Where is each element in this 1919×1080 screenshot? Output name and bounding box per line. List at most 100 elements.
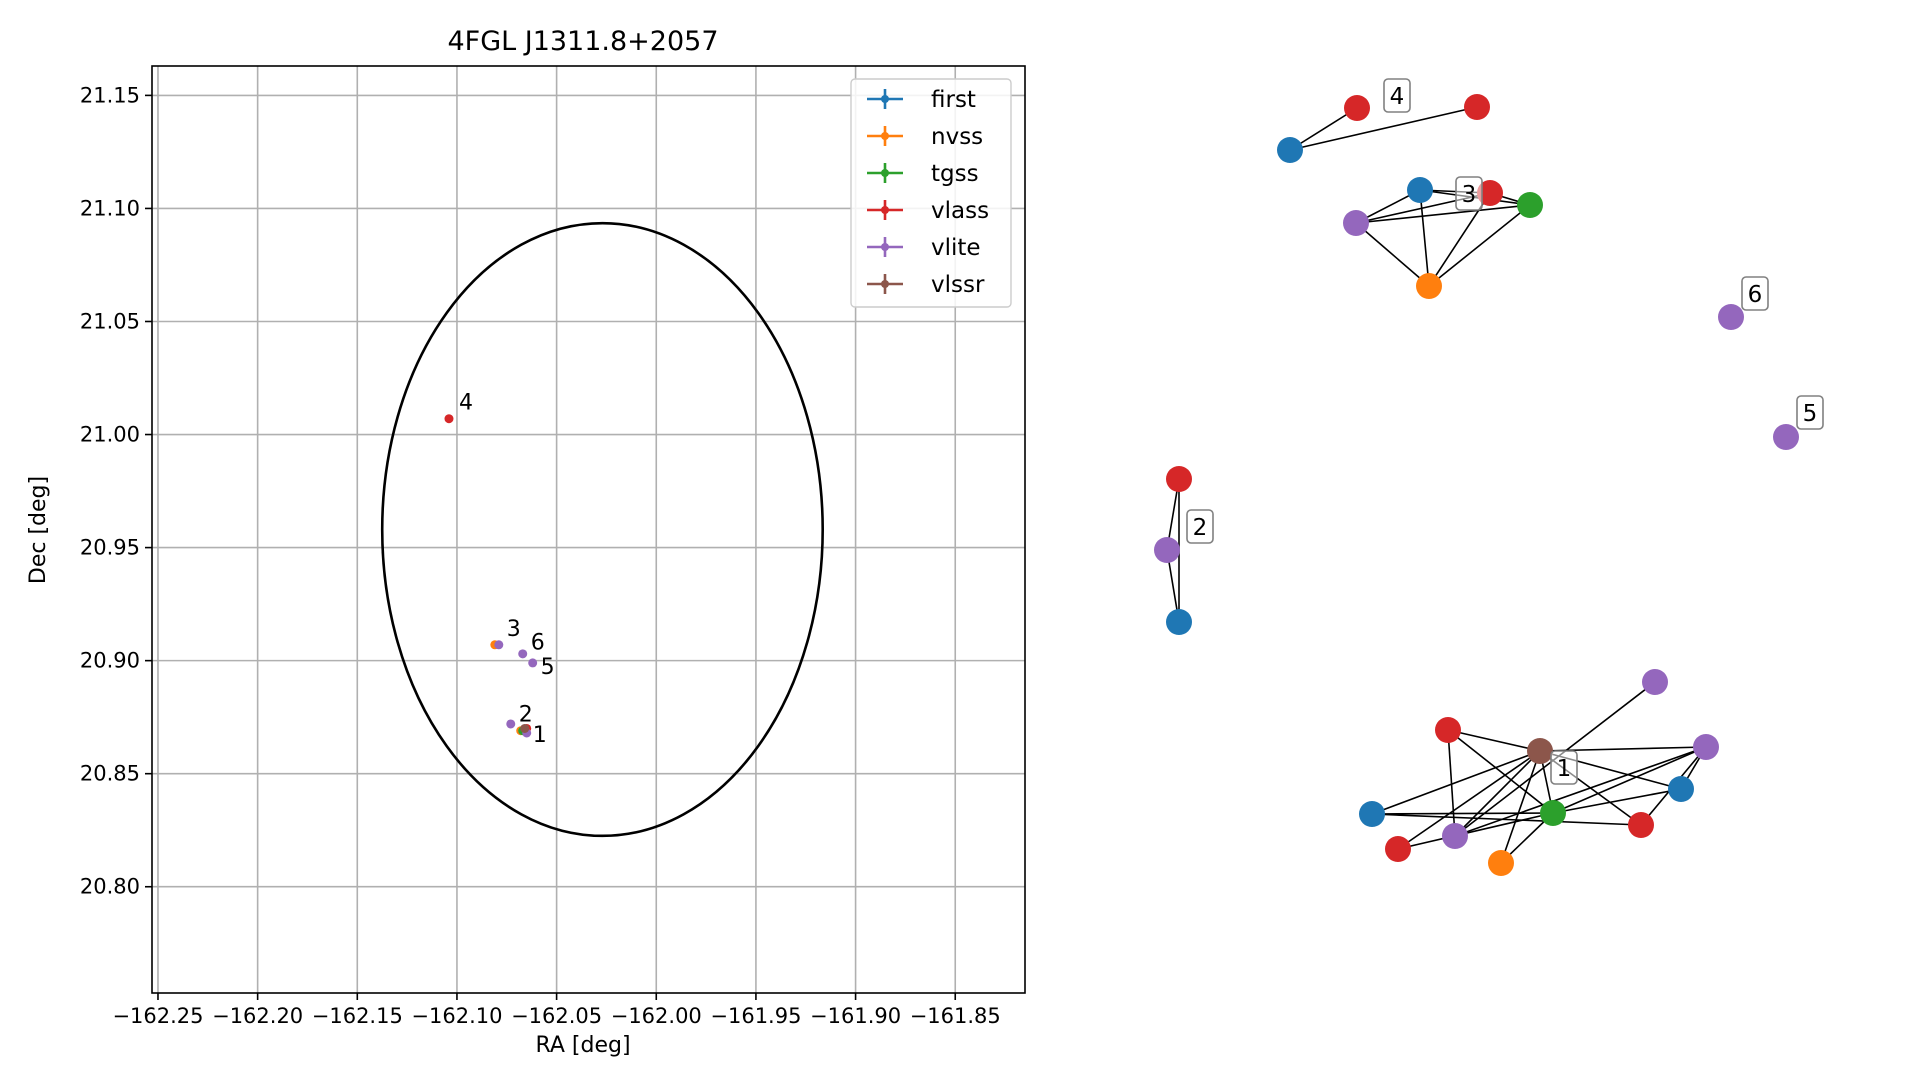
- x-tick-label: −162.00: [611, 1004, 702, 1028]
- point-vlssr: [520, 723, 530, 733]
- label-box: [1796, 395, 1824, 430]
- network-edge: [1419, 189, 1430, 287]
- network-node-c5_purple: [1773, 424, 1799, 450]
- network-node-c1_blue_r: [1668, 776, 1694, 802]
- network-edge: [1397, 812, 1554, 850]
- label-text: 2: [1193, 515, 1208, 541]
- network-node-c1_red_a: [1435, 717, 1461, 743]
- network-node-c3_purple: [1343, 210, 1369, 236]
- legend-item-vlite: vlite: [867, 235, 981, 261]
- network-edge: [1371, 812, 1554, 815]
- legend-item-tgss: tgss: [867, 161, 979, 187]
- label-box: [1186, 509, 1214, 544]
- point-vlite: [528, 658, 538, 668]
- network-edge: [1447, 729, 1541, 752]
- label-text: 6: [1748, 282, 1763, 308]
- network-edge: [1289, 106, 1478, 151]
- localization-ellipse: [380, 221, 824, 838]
- network-cluster-label: 6: [1741, 276, 1769, 311]
- legend-dot-tgss: [881, 169, 889, 177]
- source-label: 2: [519, 703, 533, 728]
- legend-dot-nvss: [881, 132, 889, 140]
- y-tick-label: 21.10: [80, 196, 140, 220]
- legend-label-first: first: [931, 87, 976, 113]
- network-cluster-label: 4: [1383, 78, 1411, 113]
- localization-ellipse-layer: [380, 221, 824, 838]
- network-node-c2_blue: [1166, 609, 1192, 635]
- label-box: [1550, 750, 1578, 785]
- network-node-c4_red1: [1344, 95, 1370, 121]
- x-tick-label: −162.25: [112, 1004, 203, 1028]
- legend-label-vlass: vlass: [931, 198, 989, 224]
- legend-dot-vlass: [881, 206, 889, 214]
- network-node-c2_red: [1166, 466, 1192, 492]
- legend-label-tgss: tgss: [931, 161, 979, 187]
- legend-label-nvss: nvss: [931, 124, 983, 150]
- network-node-c4_blue: [1277, 137, 1303, 163]
- network-edge: [1447, 729, 1456, 837]
- axes-frame: [151, 65, 1026, 994]
- source-label: 3: [507, 617, 521, 642]
- network-edge: [1397, 750, 1541, 850]
- network-node-c3_green: [1517, 192, 1543, 218]
- label-text: 3: [1462, 182, 1477, 208]
- network-edge: [1552, 788, 1682, 814]
- x-tick-label: −162.20: [212, 1004, 303, 1028]
- network-edge: [1447, 729, 1554, 814]
- network-cluster-label: 2: [1186, 509, 1214, 544]
- network-node-c1_purple_r: [1693, 734, 1719, 760]
- network-node-c1_purple_top: [1642, 669, 1668, 695]
- y-tick-label: 21.00: [80, 423, 140, 447]
- legend-dot-first: [881, 95, 889, 103]
- y-tick-label: 20.90: [80, 649, 140, 673]
- point-vlass: [444, 414, 454, 424]
- network-nodes: [1154, 94, 1799, 876]
- crossmatch-network-graph: 4 3 6 5 2 1: [1154, 78, 1824, 876]
- legend-dot-vlssr: [881, 280, 889, 288]
- network-node-c3_orange: [1416, 273, 1442, 299]
- y-tick-label: 20.95: [80, 536, 140, 560]
- network-node-c3_blue: [1407, 177, 1433, 203]
- network-node-c2_purple: [1154, 537, 1180, 563]
- network-node-c6_purple: [1718, 304, 1744, 330]
- y-axis-ticks: 20.80 20.85 20.90 20.95 21.00 21.05 21.10 21.15: [80, 83, 152, 899]
- legend-label-vlssr: vlssr: [931, 272, 985, 298]
- network-edge: [1500, 750, 1541, 864]
- source-points: [444, 414, 538, 738]
- label-box: [1741, 276, 1769, 311]
- network-cluster-label: 5: [1796, 395, 1824, 430]
- network-edge: [1371, 750, 1541, 815]
- label-text: 4: [1390, 84, 1405, 110]
- network-node-c1_red_b: [1385, 836, 1411, 862]
- label-box: [1455, 176, 1483, 211]
- y-axis-label: Dec [deg]: [26, 476, 51, 584]
- x-tick-label: −162.15: [312, 1004, 403, 1028]
- source-label: 5: [541, 655, 555, 680]
- x-axis-label: RA [deg]: [535, 1033, 630, 1058]
- y-tick-label: 20.85: [80, 762, 140, 786]
- legend-item-vlssr: vlssr: [867, 272, 985, 298]
- x-tick-label: −161.85: [910, 1004, 1001, 1028]
- label-text: 1: [1557, 756, 1572, 782]
- legend-item-vlass: vlass: [867, 198, 989, 224]
- legend: first nvss tgss vlass vlite vlssr: [850, 78, 1012, 308]
- network-node-c1_blue_l: [1359, 801, 1385, 827]
- y-tick-label: 21.15: [80, 83, 140, 107]
- network-node-c1_green: [1540, 800, 1566, 826]
- network-node-c1_orange: [1488, 850, 1514, 876]
- x-tick-label: −162.10: [411, 1004, 502, 1028]
- point-vlite: [506, 719, 516, 729]
- y-tick-label: 21.05: [80, 309, 140, 333]
- network-edge: [1289, 107, 1358, 151]
- source-label: 6: [531, 630, 545, 655]
- label-box: [1383, 78, 1411, 113]
- x-axis-ticks: −162.25 −162.20 −162.15 −162.10 −162.05 −162.…: [112, 993, 1001, 1028]
- x-tick-label: −162.05: [511, 1004, 602, 1028]
- legend-item-nvss: nvss: [867, 124, 983, 150]
- label-text: 5: [1803, 401, 1818, 427]
- legend-item-first: first: [867, 87, 976, 113]
- network-cluster-label: 1: [1550, 750, 1578, 785]
- x-tick-label: −161.95: [710, 1004, 801, 1028]
